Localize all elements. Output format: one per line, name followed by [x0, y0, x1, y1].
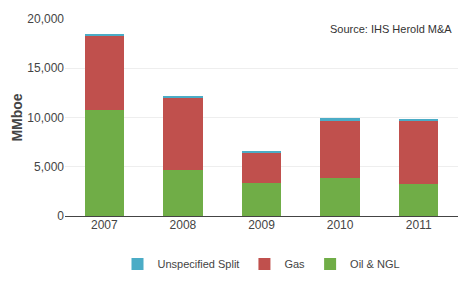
svg-text:2007: 2007: [91, 218, 118, 232]
svg-text:Source: IHS Herold M&A: Source: IHS Herold M&A: [330, 23, 452, 35]
svg-text:2011: 2011: [406, 218, 432, 232]
svg-text:15,000: 15,000: [27, 61, 64, 75]
svg-text:5,000: 5,000: [34, 160, 64, 174]
svg-text:20,000: 20,000: [27, 12, 64, 26]
svg-text:MMboe: MMboe: [9, 93, 25, 141]
svg-text:2010: 2010: [327, 218, 354, 232]
svg-text:Oil & NGL: Oil & NGL: [350, 258, 400, 270]
svg-text:2009: 2009: [248, 218, 275, 232]
svg-text:10,000: 10,000: [27, 111, 64, 125]
svg-text:2008: 2008: [170, 218, 197, 232]
svg-text:0: 0: [57, 209, 64, 223]
svg-text:Gas: Gas: [284, 258, 305, 270]
svg-text:Unspecified Split: Unspecified Split: [158, 258, 240, 270]
